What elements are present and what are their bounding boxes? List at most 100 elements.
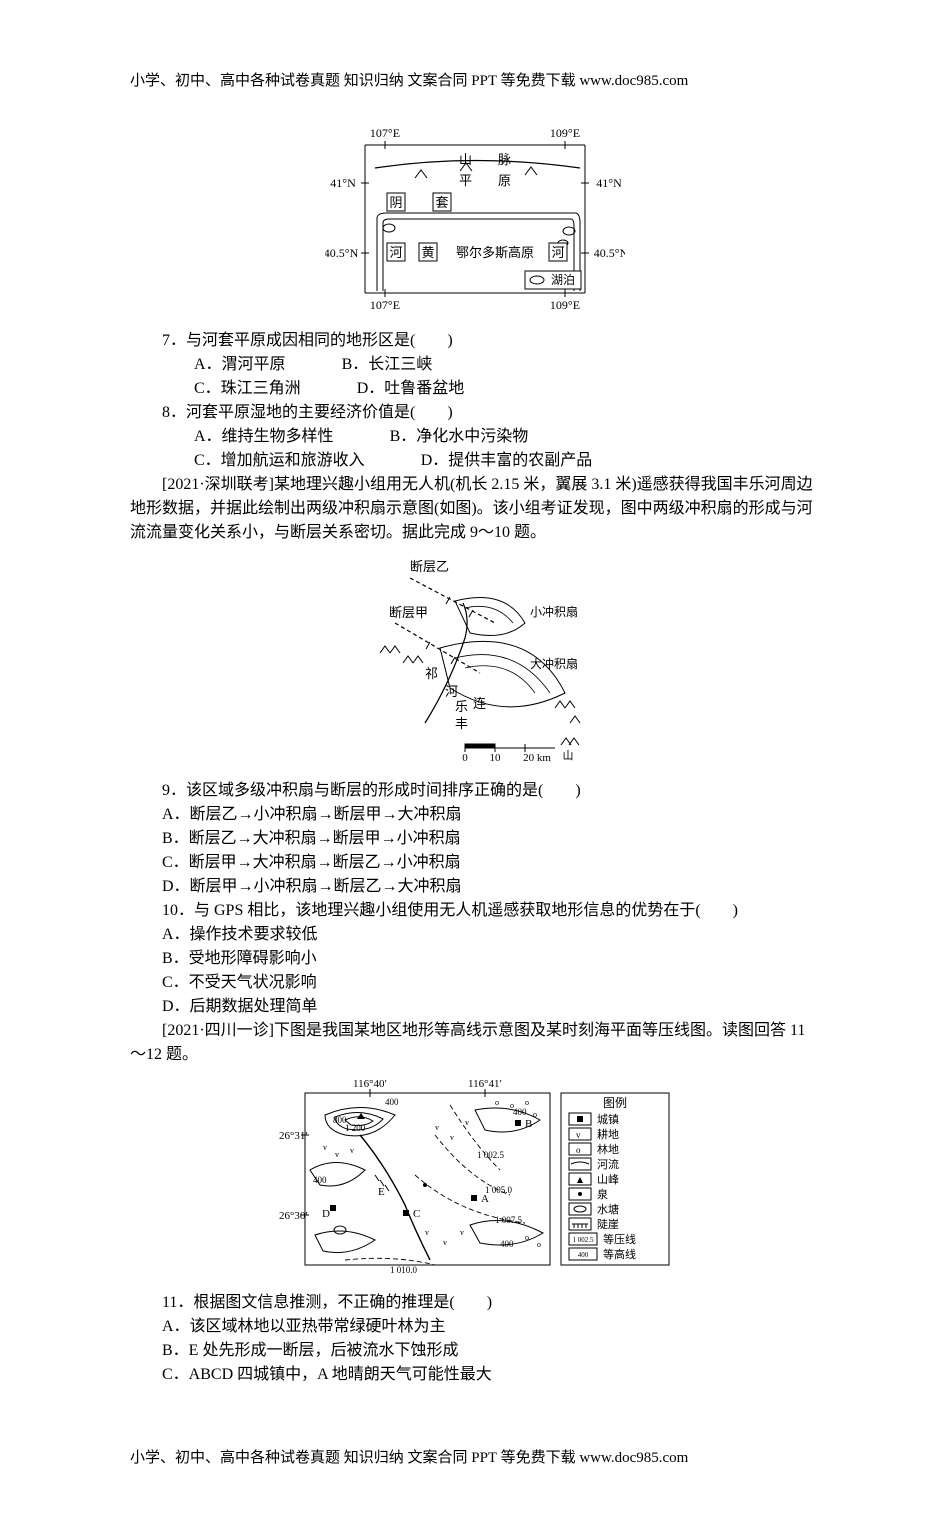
point-a: A xyxy=(481,1193,489,1205)
svg-text:o: o xyxy=(537,1240,541,1249)
q8-opt-c: C．增加航运和旅游收入 xyxy=(162,449,365,473)
svg-text:o: o xyxy=(525,1233,529,1242)
contour-1200: 1 200 xyxy=(345,1123,366,1133)
lon-11640: 116°40′ xyxy=(353,1078,387,1090)
svg-text:v: v xyxy=(425,1228,429,1237)
svg-text:v: v xyxy=(350,1146,354,1155)
legend-isobar-sample: 1 002.5 xyxy=(573,1236,595,1244)
label-mountain: 山 脉 xyxy=(459,152,511,167)
q8-stem: 8．河套平原湿地的主要经济价值是( ) xyxy=(130,401,820,425)
scale-20: 20 km xyxy=(523,752,551,763)
q10-opt-b: B．受地形障碍影响小 xyxy=(130,947,820,971)
q9-stem: 9．该区域多级冲积扇与断层的形成时间排序正确的是( ) xyxy=(130,779,820,803)
q10-opt-c: C．不受天气状况影响 xyxy=(130,971,820,995)
label-tao: 套 xyxy=(435,195,448,210)
intro-11-12: [2021·四川一诊]下图是我国某地区地形等高线示意图及某时刻海平面等压线图。读… xyxy=(130,1019,820,1067)
q11-opt-b: B．E 处先形成一断层，后被流水下蚀形成 xyxy=(130,1339,820,1363)
label-plain: 平 原 xyxy=(459,173,511,188)
intro-9-10: [2021·深圳联考]某地理兴趣小组用无人机(机长 2.15 米，翼展 3.1 … xyxy=(130,473,820,545)
label-ordos: 鄂尔多斯高原 xyxy=(456,245,534,260)
lat-405-r: 40.5°N xyxy=(594,246,625,260)
q11-opt-a: A．该区域林地以亚热带常绿硬叶林为主 xyxy=(130,1315,820,1339)
q9-opt-d: D．断层甲→小冲积扇→断层乙→大冲积扇 xyxy=(130,875,820,899)
lat-2631: 26°31′ xyxy=(279,1130,308,1142)
figure-hetao-map: 107°E 109°E 107°E 109°E 41°N 41°N 40.5°N… xyxy=(130,123,820,321)
scale-10: 10 xyxy=(490,752,502,763)
q7-opt-d: D．吐鲁番盆地 xyxy=(325,377,465,401)
legend-peak: 山峰 xyxy=(597,1173,619,1186)
lon-107: 107°E xyxy=(370,126,400,140)
svg-text:v: v xyxy=(335,1150,339,1159)
isobar-10050: 1 005.0 xyxy=(485,1185,513,1195)
figure-alluvial-fan: 断层乙 断层甲 小冲积扇 大冲积扇 祁 河 乐 连 丰 xyxy=(130,553,820,771)
q11-stem: 11．根据图文信息推测，不正确的推理是( ) xyxy=(130,1291,820,1315)
legend-spring: 泉 xyxy=(597,1187,608,1201)
scale-0: 0 xyxy=(462,752,468,763)
label-huang: 黄 xyxy=(421,245,434,260)
isobar-10075: 1 007.5 xyxy=(495,1215,523,1225)
legend-cliff: 陡崖 xyxy=(597,1218,619,1231)
lon-107-b: 107°E xyxy=(370,298,400,312)
q9-opt-c: C．断层甲→大冲积扇→断层乙→小冲积扇 xyxy=(130,851,820,875)
legend-river: 河流 xyxy=(597,1157,619,1171)
legend-pond: 水塘 xyxy=(597,1202,619,1216)
scale-unit: 山 xyxy=(563,749,574,762)
legend-isobar: 等压线 xyxy=(603,1232,636,1246)
svg-text:o: o xyxy=(525,1098,529,1107)
svg-text:o: o xyxy=(510,1101,514,1110)
legend-town: 城镇 xyxy=(597,1112,619,1126)
page-header: 小学、初中、高中各种试卷真题 知识归纳 文案合同 PPT 等免费下载 www.d… xyxy=(130,70,820,93)
legend-contour-sample: 400 xyxy=(578,1251,589,1259)
contour-400-b: 400 xyxy=(313,1175,327,1185)
label-fault-b: 断层乙 xyxy=(410,559,449,574)
label-lian: 连 xyxy=(473,696,486,711)
label-fault-a: 断层甲 xyxy=(389,605,428,620)
contour-400-c: 400 xyxy=(513,1107,527,1117)
lat-41-l: 41°N xyxy=(330,176,356,190)
svg-text:v: v xyxy=(435,1123,439,1132)
label-lake-legend: 湖泊 xyxy=(551,272,575,287)
q8-opt-d: D．提供丰富的农副产品 xyxy=(389,449,593,473)
svg-text:v: v xyxy=(465,1118,469,1127)
contour-400-a: 400 xyxy=(385,1097,399,1107)
q10-opt-d: D．后期数据处理简单 xyxy=(130,995,820,1019)
lat-2630: 26°30′ xyxy=(279,1210,308,1222)
svg-text:v: v xyxy=(450,1133,454,1142)
lat-41-r: 41°N xyxy=(596,176,622,190)
svg-text:o: o xyxy=(533,1110,537,1119)
isobar-10025: 1 002.5 xyxy=(477,1150,505,1160)
lon-11641: 116°41′ xyxy=(468,1078,502,1090)
q8-opt-b: B．净化水中污染物 xyxy=(358,425,529,449)
q9-opt-b: B．断层乙→大冲积扇→断层甲→小冲积扇 xyxy=(130,827,820,851)
label-le: 乐 xyxy=(455,699,468,714)
point-c: C xyxy=(413,1208,420,1220)
lon-109: 109°E xyxy=(550,126,580,140)
q9-opt-a: A．断层乙→小冲积扇→断层甲→大冲积扇 xyxy=(130,803,820,827)
legend-title: 图例 xyxy=(603,1096,627,1110)
label-qi: 祁 xyxy=(425,666,438,681)
label-feng: 丰 xyxy=(455,716,468,731)
lat-405-l: 40.5°N xyxy=(325,246,359,260)
q8-opt-a: A．维持生物多样性 xyxy=(162,425,334,449)
label-small-fan: 小冲积扇 xyxy=(530,604,578,619)
legend-contour: 等高线 xyxy=(603,1247,636,1261)
svg-text:v: v xyxy=(323,1143,327,1152)
svg-text:o: o xyxy=(495,1098,499,1107)
label-he-right: 河 xyxy=(551,245,564,260)
point-e: E xyxy=(378,1186,385,1198)
label-big-fan: 大冲积扇 xyxy=(530,656,578,671)
svg-text:v: v xyxy=(460,1228,464,1237)
label-he-left: 河 xyxy=(389,245,402,260)
svg-text:v: v xyxy=(576,1130,581,1140)
label-yin: 阴 xyxy=(389,195,402,210)
svg-text:o: o xyxy=(576,1145,581,1155)
q7-opt-c: C．珠江三角洲 xyxy=(162,377,301,401)
contour-400-d: 400 xyxy=(500,1239,514,1249)
label-he: 河 xyxy=(445,684,458,699)
q10-stem: 10．与 GPS 相比，该地理兴趣小组使用无人机遥感获取地形信息的优势在于( ) xyxy=(130,899,820,923)
legend-farmland: 耕地 xyxy=(597,1127,619,1141)
figure-contour-isobar-map: 116°40′ 116°41′ 26°31′ 26°30′ 400 800 1 … xyxy=(130,1075,820,1283)
legend-forest: 林地 xyxy=(597,1142,619,1156)
svg-text:v: v xyxy=(443,1238,447,1247)
point-d: D xyxy=(322,1208,330,1220)
